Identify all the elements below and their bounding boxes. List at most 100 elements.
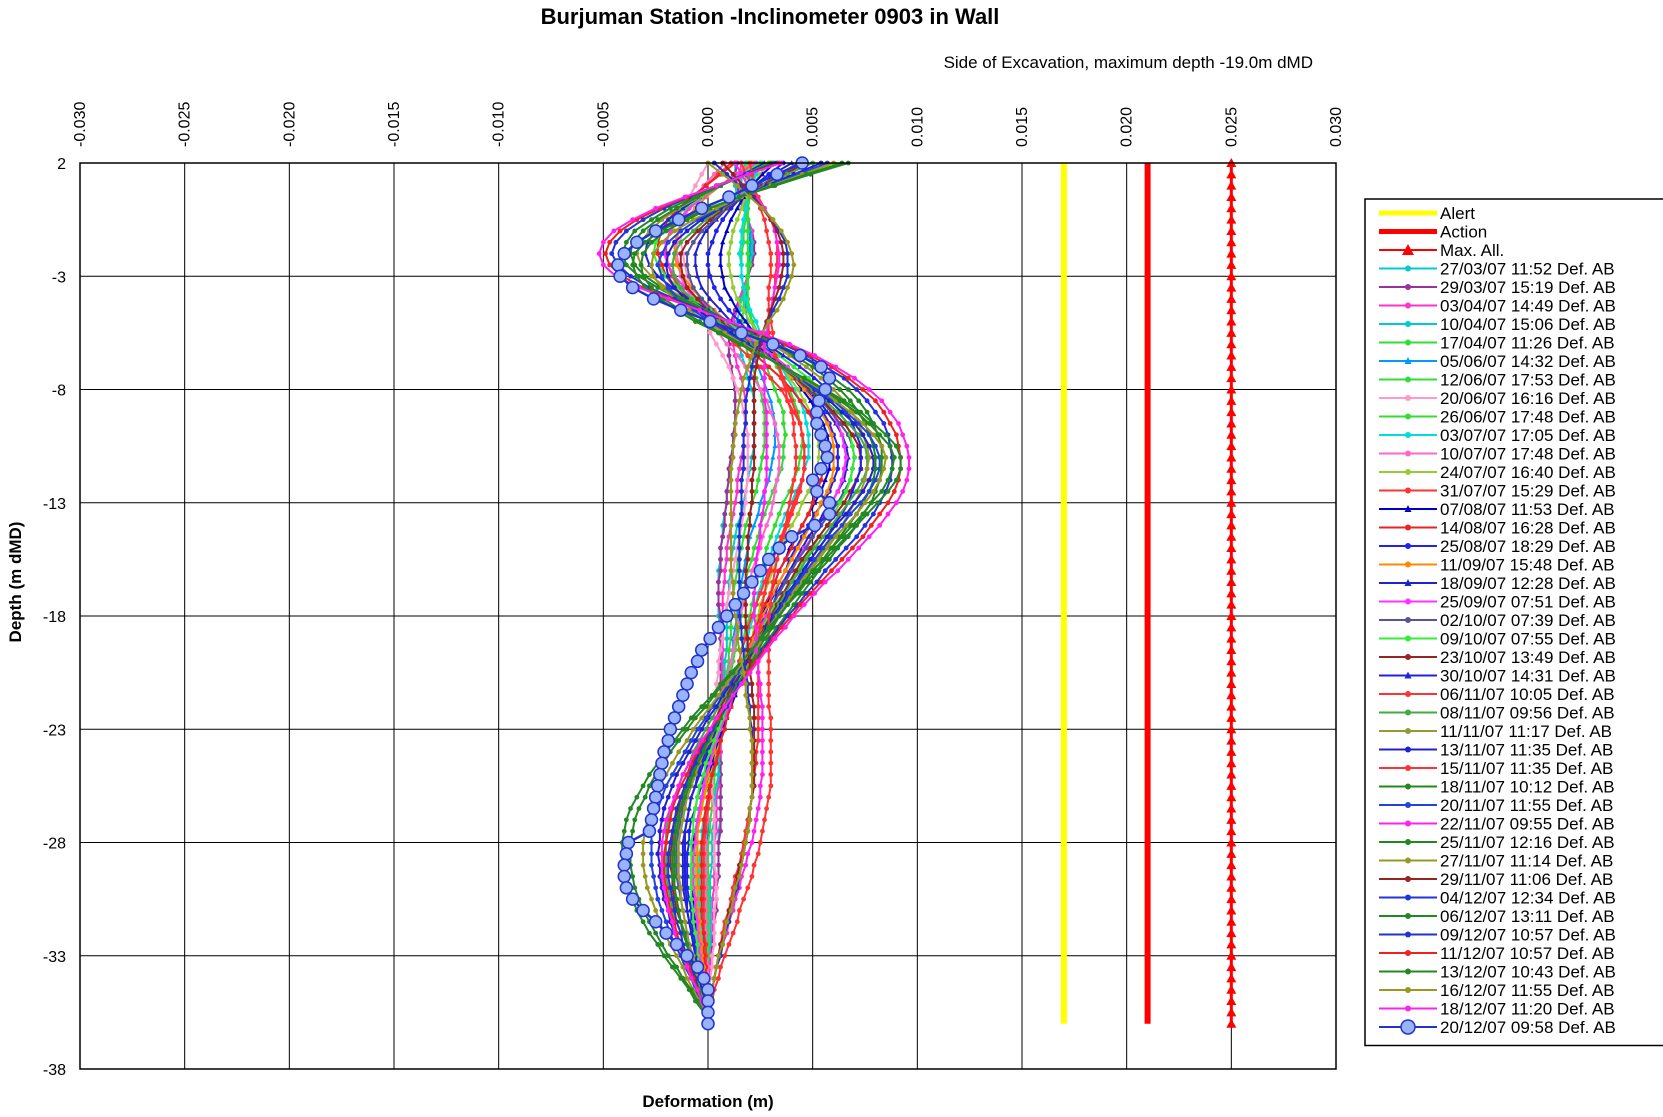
data-point [676, 908, 682, 913]
data-point [690, 908, 696, 913]
data-point [678, 262, 684, 268]
data-point [707, 296, 713, 301]
data-point [640, 783, 646, 789]
y-tick-label: -18 [43, 609, 66, 626]
data-point [879, 443, 885, 449]
data-point [649, 896, 654, 902]
data-point [640, 217, 646, 223]
data-point [722, 953, 728, 959]
data-point [697, 239, 703, 245]
data-point [766, 500, 772, 506]
data-point [820, 534, 826, 540]
data-point [822, 579, 828, 585]
data-point [695, 851, 700, 857]
data-point [881, 466, 887, 472]
data-point [877, 432, 883, 438]
data-point [640, 862, 646, 868]
data-point [711, 817, 717, 823]
data-point [780, 409, 786, 415]
data-point [739, 353, 744, 358]
legend-marker [1405, 728, 1411, 734]
legend-label: 03/07/07 17:05 Def. AB [1440, 426, 1616, 445]
data-point [806, 409, 811, 415]
axis-ticks: -0.030 -0.025 -0.020 -0.015 -0.010 -0.005 0.00… [43, 102, 1345, 1079]
max-allowable-marker [1226, 497, 1237, 507]
data-point [726, 590, 732, 596]
data-point [791, 262, 797, 268]
legend-item: 18/09/07 12:28 Def. AB [1379, 574, 1616, 593]
data-point [734, 307, 740, 313]
data-point [730, 590, 736, 596]
data-point [757, 783, 763, 789]
max-allowable-marker [1226, 350, 1237, 360]
legend-label: 05/06/07 14:32 Def. AB [1440, 352, 1616, 371]
legend-marker [1405, 524, 1411, 531]
data-point [837, 511, 843, 517]
data-point [743, 613, 749, 619]
data-point [791, 421, 797, 426]
data-point [695, 885, 700, 891]
data-point [695, 874, 700, 879]
data-point [797, 568, 803, 574]
data-point [764, 466, 770, 472]
max-allowable-marker [1226, 780, 1237, 790]
data-point [839, 534, 845, 540]
data-point [674, 205, 679, 211]
legend-marker [1405, 783, 1411, 790]
data-point [630, 874, 636, 879]
data-point [730, 647, 736, 653]
data-point [793, 409, 799, 415]
data-point [747, 319, 753, 324]
data-point [760, 205, 765, 211]
data-point [887, 443, 893, 449]
legend-item: 13/12/07 10:43 Def. AB [1379, 963, 1616, 982]
data-point [814, 428, 828, 442]
data-point [739, 624, 744, 630]
data-point [674, 262, 679, 268]
legend-marker [1405, 987, 1411, 993]
data-point [760, 772, 765, 777]
data-point [866, 432, 872, 438]
data-point [649, 239, 654, 245]
data-point [655, 262, 661, 268]
data-point [762, 590, 767, 596]
legend-label: 18/11/07 10:12 Def. AB [1440, 778, 1615, 797]
data-point [795, 579, 801, 585]
data-point [873, 443, 878, 449]
data-point [713, 228, 719, 234]
data-point [716, 330, 721, 336]
data-point [670, 772, 675, 777]
data-point [745, 353, 751, 358]
y-tick-label: -8 [52, 383, 66, 400]
data-point [751, 421, 757, 426]
data-point [625, 892, 640, 906]
data-point [724, 545, 730, 551]
legend-item: 16/12/07 11:55 Def. AB [1379, 981, 1615, 1000]
data-point [778, 239, 784, 245]
legend-marker [1405, 820, 1411, 827]
data-point [716, 840, 721, 845]
data-point [730, 579, 736, 585]
data-point [774, 432, 780, 438]
data-point [745, 466, 751, 472]
data-point [751, 398, 757, 404]
data-point [787, 375, 793, 381]
data-point [632, 885, 638, 891]
data-point [694, 643, 709, 657]
data-point [686, 987, 692, 993]
data-point [720, 602, 726, 608]
data-point [785, 602, 790, 608]
data-point [745, 885, 751, 891]
data-point [741, 285, 746, 290]
data-point [829, 523, 834, 528]
data-point [762, 364, 767, 370]
legend-marker [1405, 635, 1411, 642]
data-point [697, 806, 703, 811]
data-point [690, 239, 696, 245]
data-point [810, 568, 816, 574]
data-point [676, 749, 682, 755]
max-allowable-marker [1226, 180, 1237, 190]
data-point [737, 341, 742, 347]
data-point [716, 692, 721, 698]
